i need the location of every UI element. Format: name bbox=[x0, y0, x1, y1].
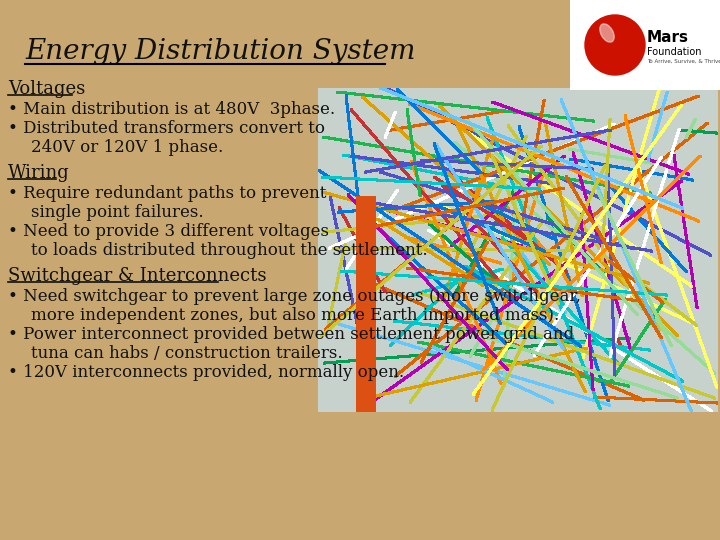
Text: Mars: Mars bbox=[647, 30, 689, 44]
Text: Foundation: Foundation bbox=[647, 47, 701, 57]
Text: • Require redundant paths to prevent: • Require redundant paths to prevent bbox=[8, 185, 326, 202]
Ellipse shape bbox=[600, 24, 614, 42]
Text: To Arrive, Survive, & Thrive!™: To Arrive, Survive, & Thrive!™ bbox=[647, 59, 720, 65]
Text: Switchgear & Interconnects: Switchgear & Interconnects bbox=[8, 267, 266, 285]
Text: • Main distribution is at 480V  3phase.: • Main distribution is at 480V 3phase. bbox=[8, 101, 335, 118]
Text: • 120V interconnects provided, normally open.: • 120V interconnects provided, normally … bbox=[8, 364, 404, 381]
FancyBboxPatch shape bbox=[570, 0, 720, 90]
Text: • Power interconnect provided between settlement power grid and: • Power interconnect provided between se… bbox=[8, 326, 574, 343]
Text: to loads distributed throughout the settlement.: to loads distributed throughout the sett… bbox=[10, 242, 428, 259]
Text: 240V or 120V 1 phase.: 240V or 120V 1 phase. bbox=[10, 139, 223, 156]
Text: Energy Distribution System: Energy Distribution System bbox=[25, 38, 415, 65]
Text: single point failures.: single point failures. bbox=[10, 204, 204, 221]
Text: Voltages: Voltages bbox=[8, 80, 85, 98]
Text: more independent zones, but also more Earth imported mass).: more independent zones, but also more Ea… bbox=[10, 307, 559, 324]
Text: • Need switchgear to prevent large zone outages (more switchgear,: • Need switchgear to prevent large zone … bbox=[8, 288, 581, 305]
Circle shape bbox=[585, 15, 645, 75]
Text: Wiring: Wiring bbox=[8, 164, 70, 182]
Text: • Need to provide 3 different voltages: • Need to provide 3 different voltages bbox=[8, 223, 329, 240]
Text: • Distributed transformers convert to: • Distributed transformers convert to bbox=[8, 120, 325, 137]
Text: tuna can habs / construction trailers.: tuna can habs / construction trailers. bbox=[10, 345, 343, 362]
